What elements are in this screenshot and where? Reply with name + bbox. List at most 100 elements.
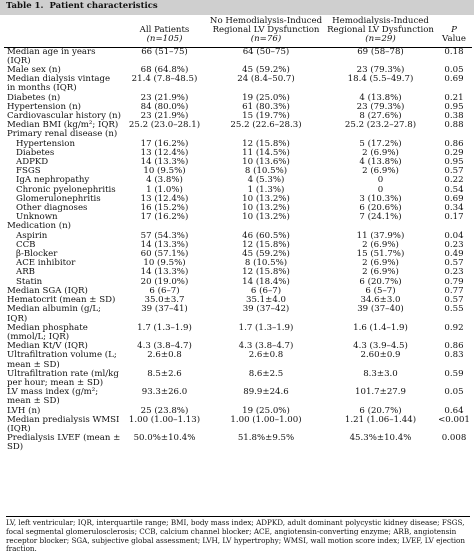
cell-no-dysfunction: 14 (18.4%) <box>242 276 290 287</box>
row-label: ACE inhibitor <box>16 258 76 269</box>
cell-no-dysfunction: 8.6±2.5 <box>248 368 284 379</box>
table-row: β-Blocker 60 (57.1%) 45 (59.2%) 15 (51.7%) 0… <box>4 249 472 260</box>
table-body: Median age in years (IQR) 66 (51–75) 64 (5… <box>4 46 472 452</box>
cell-all-patients: 1.7 (1.3–1.9) <box>137 322 192 333</box>
cell-p-value: 0.92 <box>444 322 464 333</box>
cell-no-dysfunction: 64 (50–75) <box>207 46 325 67</box>
cell-dysfunction: 6 (5–7) <box>365 285 396 296</box>
cell-p-value: 0.05 <box>444 65 464 76</box>
table-row: Diabetes 13 (12.4%) 11 (14.5%) 2 (6.9%) 0.29 <box>4 147 472 158</box>
table-row: Hypertension (n) 84 (80.0%) 61 (80.3%) 23 (… <box>4 101 472 112</box>
cell-p-value: 0.23 <box>444 267 464 278</box>
cell-p-value: 0.95 <box>444 157 464 168</box>
row-label: LV mass index (g/m²; mean ± SD) <box>7 387 99 407</box>
table-row: Hypertension 17 (16.2%) 12 (15.8%) 5 (17.2%… <box>4 138 472 149</box>
row-label: CCB <box>16 239 36 250</box>
table-row: ACE inhibitor 10 (9.5%) 8 (10.5%) 2 (6.9%) 0… <box>4 259 472 268</box>
header-line: Regional LV Dysfunction <box>212 25 320 36</box>
cell-dysfunction: 6 (20.7%) <box>359 276 402 287</box>
cell-all-patients: 14 (13.3%) <box>140 239 189 250</box>
cell-p-value: 0.05 <box>444 387 464 398</box>
row-label: Cardiovascular history (n) <box>7 111 121 122</box>
header-line: P <box>451 25 457 36</box>
cell-p-value: 0.23 <box>444 239 464 250</box>
cell-all-patients: 13 (12.4%) <box>140 147 189 158</box>
cell-all-patients: 4.3 (3.8–4.7) <box>137 341 192 352</box>
header-no-dysfunction: No Hemodialysis-Induced Regional LV Dysf… <box>207 16 325 48</box>
cell-p-value: 0.29 <box>444 147 464 158</box>
header-line: Value <box>442 34 466 45</box>
table-row: LVH (n) 25 (23.8%) 19 (25.0%) 6 (20.7%) 0.64 <box>4 405 472 416</box>
cell-all-patients: 17 (16.2%) <box>140 212 189 223</box>
cell-all-patients: 16 (15.2%) <box>140 203 189 214</box>
cell-no-dysfunction: 89.9±24.6 <box>243 387 289 398</box>
cell-p-value: <0.001 <box>438 414 470 425</box>
cell-no-dysfunction: 1.00 (1.00–1.00) <box>230 414 302 425</box>
table-row: CCB 14 (13.3%) 12 (15.8%) 2 (6.9%) 0.23 <box>4 239 472 250</box>
table-row: Male sex (n) 68 (64.8%) 45 (59.2%) 23 (79.3… <box>4 65 472 76</box>
cell-dysfunction: 23 (79.3%) <box>356 65 405 76</box>
row-label: FSGS <box>16 166 41 177</box>
table-row: Median BMI (kg/m²; IQR) 25.2 (23.0–28.1) 2… <box>4 121 472 130</box>
row-label: Primary renal disease (n) <box>7 129 118 140</box>
table-row: FSGS 10 (9.5%) 8 (10.5%) 2 (6.9%) 0.57 <box>4 167 472 176</box>
header-label <box>4 16 122 48</box>
table-row: Diabetes (n) 23 (21.9%) 19 (25.0%) 4 (13.8%… <box>4 92 472 103</box>
cell-no-dysfunction: 10 (13.2%) <box>242 203 290 214</box>
row-label: Chronic pyelonephritis <box>16 184 116 195</box>
row-label: Hematocrit (mean ± SD) <box>7 295 116 306</box>
table-row: ARB 14 (13.3%) 12 (15.8%) 2 (6.9%) 0.23 <box>4 268 472 277</box>
cell-dysfunction: 0 <box>377 175 384 186</box>
cell-dysfunction: 6 (20.7%) <box>359 405 402 416</box>
cell-no-dysfunction: 19 (25.0%) <box>242 92 290 103</box>
cell-no-dysfunction: 2.6±0.8 <box>248 350 284 361</box>
cell-dysfunction: 4.3 (3.9–4.5) <box>353 341 408 352</box>
cell-p-value: 0.69 <box>444 193 464 204</box>
row-label: ARB <box>16 267 35 278</box>
cell-all-patients: 1.00 (1.00–1.13) <box>128 414 201 425</box>
row-label: Median albumin (g/L; IQR) <box>7 304 101 324</box>
header-all-patients: All Patients (n=105) <box>122 16 207 48</box>
cell-no-dysfunction: 6 (6–7) <box>250 285 282 296</box>
cell-no-dysfunction: 45 (59.2%) <box>242 249 290 260</box>
cell-dysfunction: 11 (37.9%) <box>356 230 405 241</box>
cell-all-patients: 68 (64.8%) <box>140 65 189 76</box>
table-row: Glomerulonephritis 13 (12.4%) 10 (13.2%) 3 … <box>4 193 472 204</box>
cell-p-value: 0.77 <box>444 285 464 296</box>
cell-all-patients: 39 (37–41) <box>141 304 188 315</box>
table-row: Median Kt/V (IQR) 4.3 (3.8–4.7) 4.3 (3.8–4… <box>4 341 472 352</box>
row-label: Median dialysis vintage in months (IQR) <box>7 74 111 94</box>
cell-p-value: 0.008 <box>441 433 467 444</box>
cell-dysfunction: 25.2 (23.2–27.8) <box>344 120 417 131</box>
cell-p-value: 0.55 <box>444 304 464 315</box>
row-label: Male sex (n) <box>7 65 61 76</box>
row-label: LVH (n) <box>7 405 41 416</box>
cell-no-dysfunction: 12 (15.8%) <box>242 138 290 149</box>
cell-p-value: 0.79 <box>444 276 464 287</box>
cell-all-patients: 57 (54.3%) <box>140 230 189 241</box>
cell-all-patients: 10 (9.5%) <box>143 166 186 177</box>
table-row: Aspirin 57 (54.3%) 46 (60.5%) 11 (37.9%) 0.0… <box>4 230 472 241</box>
row-label: Median phosphate (mmol/L; IQR) <box>7 322 88 342</box>
cell-dysfunction: 23 (79.3%) <box>356 101 405 112</box>
caption-label: Table 1. <box>6 1 44 11</box>
cell-all-patients: 14 (13.3%) <box>140 267 189 278</box>
table-row: Primary renal disease (n) <box>4 130 472 139</box>
cell-no-dysfunction: 1.7 (1.3–1.9) <box>238 322 294 333</box>
cell-dysfunction: 7 (24.1%) <box>359 212 402 223</box>
header-dysfunction: Hemodialysis-Induced Regional LV Dysfunc… <box>325 16 436 48</box>
cell-no-dysfunction: 46 (60.5%) <box>242 230 290 241</box>
row-label: β-Blocker <box>16 249 58 260</box>
row-label: Median predialysis WMSI (IQR) <box>7 414 120 434</box>
cell-no-dysfunction: 24 (8.4–50.7) <box>237 74 295 85</box>
caption-title: Patient characteristics <box>49 1 158 11</box>
cell-p-value: 0.57 <box>444 258 464 269</box>
cell-all-patients: 35.0±3.7 <box>144 295 185 306</box>
cell-dysfunction: 5 (17.2%) <box>359 138 402 149</box>
row-label: Hypertension <box>16 138 75 149</box>
cell-p-value: 0.21 <box>444 92 464 103</box>
cell-p-value: 0.95 <box>444 101 464 112</box>
cell-no-dysfunction: 12 (15.8%) <box>242 239 290 250</box>
cell-p-value: 0.59 <box>444 368 464 379</box>
cell-dysfunction: 2.60±0.9 <box>360 350 401 361</box>
